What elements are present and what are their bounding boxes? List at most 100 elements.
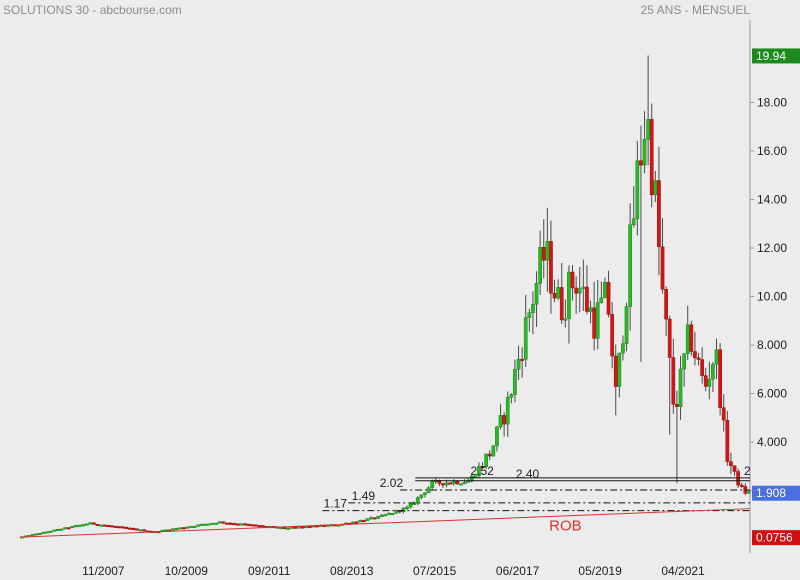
candle-body xyxy=(707,378,712,387)
candle-body xyxy=(498,415,503,428)
candle-body xyxy=(556,287,560,299)
line-marker-label: 2 xyxy=(744,464,751,478)
candle-body xyxy=(289,526,294,529)
x-tick-label: 08/2013 xyxy=(330,564,374,578)
candle-body xyxy=(41,531,46,534)
candle-body xyxy=(534,283,539,305)
y-tick-label: 4.000 xyxy=(757,435,787,449)
price-badge-high xyxy=(752,48,800,64)
candle-body xyxy=(387,513,391,516)
candle-body xyxy=(354,521,359,524)
candle-body xyxy=(412,503,417,506)
candle-body xyxy=(729,461,733,467)
candle-body xyxy=(448,482,453,485)
candle-body xyxy=(505,397,510,425)
candle-body xyxy=(527,312,532,318)
candle-body xyxy=(419,494,424,498)
candle-body xyxy=(502,415,506,425)
candle-body xyxy=(495,426,499,447)
y-tick-label: 14.00 xyxy=(757,193,787,207)
candle-body xyxy=(721,407,726,421)
y-tick-label: 16.00 xyxy=(757,144,787,158)
candle-body xyxy=(246,523,251,526)
candle-body xyxy=(232,523,237,526)
candle-body xyxy=(682,353,686,370)
candle-body xyxy=(725,419,730,462)
chart-title: SOLUTIONS 30 - abcbourse.com xyxy=(3,3,182,17)
candle-body xyxy=(127,527,132,530)
candle-body xyxy=(480,466,485,469)
candle-body xyxy=(567,271,571,320)
candle-body xyxy=(455,481,460,485)
candle-body xyxy=(113,525,118,528)
candle-body xyxy=(642,138,647,166)
candle-body xyxy=(718,349,722,408)
candle-body xyxy=(55,528,60,531)
candle-body xyxy=(66,527,71,530)
trendline xyxy=(19,508,751,538)
candle-body xyxy=(235,523,240,526)
candle-body xyxy=(181,527,186,530)
y-tick-label: 10.00 xyxy=(757,290,787,304)
candle-body xyxy=(95,523,100,526)
candle-body xyxy=(279,527,283,530)
candle-body xyxy=(207,523,211,526)
candle-body xyxy=(131,527,136,530)
candle-body xyxy=(484,453,488,467)
y-tick-label: 18.00 xyxy=(757,96,787,110)
candle-body xyxy=(300,526,305,529)
candle-body xyxy=(210,522,215,525)
price-badge-last-value: 1.908 xyxy=(756,486,786,500)
candle-body xyxy=(635,160,640,220)
candle-body xyxy=(221,521,226,524)
candle-body xyxy=(664,288,668,320)
chart-period: 25 ANS - MENSUEL xyxy=(640,3,750,17)
candle-body xyxy=(376,516,381,519)
candle-body xyxy=(70,525,75,528)
x-tick-label: 07/2015 xyxy=(413,564,457,578)
candle-body xyxy=(225,522,229,525)
candle-body xyxy=(426,487,431,493)
candle-body xyxy=(297,526,301,529)
candle-body xyxy=(135,528,139,531)
candle-body xyxy=(405,506,409,509)
candle-body xyxy=(30,534,35,537)
candle-body xyxy=(77,524,82,527)
candle-body xyxy=(671,357,676,405)
x-tick-label: 06/2017 xyxy=(496,564,540,578)
candle-body xyxy=(174,528,179,531)
candle-body xyxy=(595,302,600,339)
candle-body xyxy=(423,492,427,495)
candle-body xyxy=(703,375,708,387)
candle-body xyxy=(379,514,384,517)
candle-body xyxy=(189,526,193,529)
candle-body xyxy=(81,524,85,527)
candle-body xyxy=(178,527,183,530)
candle-body xyxy=(372,517,377,520)
candle-body xyxy=(88,522,93,525)
candle-body xyxy=(63,527,67,530)
candle-body xyxy=(714,349,719,365)
candle-body xyxy=(541,246,546,261)
candle-body xyxy=(307,526,312,529)
candle-body xyxy=(588,307,593,312)
x-tick-label: 09/2011 xyxy=(248,564,291,578)
candle-body xyxy=(203,523,208,526)
candle-body xyxy=(617,352,622,387)
candle-body xyxy=(700,359,704,376)
candle-body xyxy=(685,324,690,354)
candle-body xyxy=(509,394,514,398)
candle-body xyxy=(91,522,96,525)
candle-body xyxy=(516,358,521,370)
candle-body xyxy=(660,246,665,290)
candle-body xyxy=(84,523,89,526)
x-tick-label: 05/2019 xyxy=(578,564,622,578)
support-line-label: 2.52 xyxy=(471,464,495,478)
support-line-label: 1.17 xyxy=(324,497,348,511)
x-tick-label: 10/2009 xyxy=(165,564,209,578)
candle-body xyxy=(639,160,643,166)
candle-body xyxy=(649,119,654,196)
price-badge-high-value: 19.94 xyxy=(756,49,786,63)
candle-body xyxy=(185,526,190,529)
candle-body xyxy=(120,526,125,529)
